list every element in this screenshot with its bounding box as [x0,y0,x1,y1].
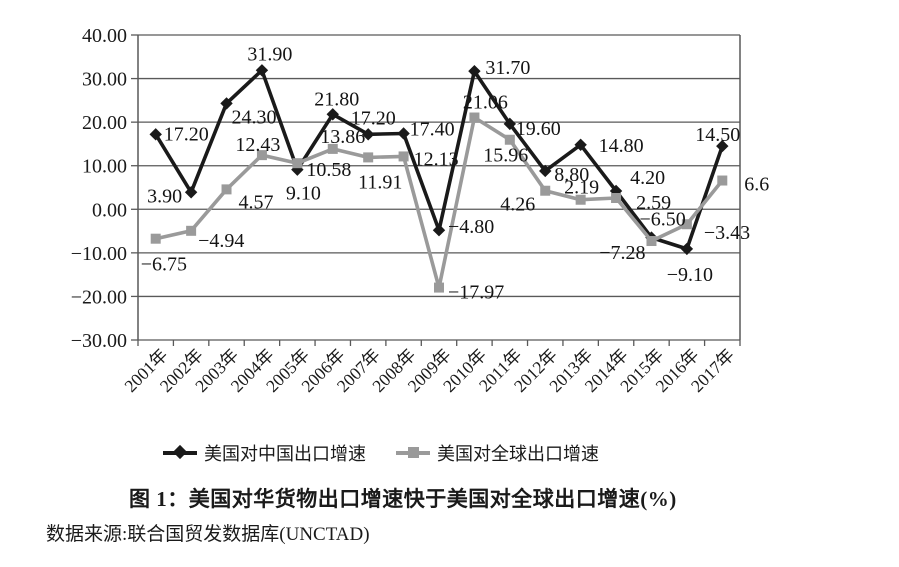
svg-text:2.59: 2.59 [636,192,671,214]
diamond-marker-icon [163,444,197,460]
legend-label-global: 美国对全球出口增速 [437,444,599,464]
svg-text:−6.50: −6.50 [640,209,686,231]
svg-text:10.00: 10.00 [82,156,127,178]
chart-legend: 美国对中国出口增速 美国对全球出口增速 [163,440,599,466]
svg-text:11.91: 11.91 [358,171,402,193]
svg-text:0.00: 0.00 [92,199,127,221]
svg-text:2.19: 2.19 [564,177,599,199]
svg-text:24.30: 24.30 [232,106,277,128]
svg-text:−6.75: −6.75 [141,254,187,276]
svg-text:20.00: 20.00 [82,112,127,134]
export-growth-line-chart: 40.00 30.00 20.00 10.00 0.00 −10.00 −20.00 −30.… [71,25,770,396]
legend-item-global-exports: 美国对全球出口增速 [396,440,599,466]
data-source-note: 数据来源:联合国贸发数据库(UNCTAD) [46,524,370,545]
svg-text:17.20: 17.20 [351,107,396,129]
svg-text:−30.00: −30.00 [71,330,127,352]
svg-text:10.58: 10.58 [306,159,351,181]
svg-text:4.20: 4.20 [630,167,665,189]
svg-text:12.13: 12.13 [414,148,459,170]
svg-text:−3.43: −3.43 [704,222,750,244]
legend-label-china: 美国对中国出口增速 [204,444,366,464]
svg-text:−7.28: −7.28 [599,242,645,264]
svg-text:30.00: 30.00 [82,69,127,91]
svg-text:−17.97: −17.97 [448,282,504,304]
svg-text:−4.94: −4.94 [198,230,244,252]
svg-text:17.40: 17.40 [410,119,455,141]
svg-text:9.10: 9.10 [286,183,321,205]
svg-text:14.80: 14.80 [599,135,644,157]
svg-text:13.86: 13.86 [320,126,365,148]
svg-text:19.60: 19.60 [516,118,561,140]
svg-text:4.57: 4.57 [239,191,274,213]
svg-text:12.43: 12.43 [235,134,280,156]
svg-text:−4.80: −4.80 [448,216,494,238]
svg-text:8.80: 8.80 [554,164,589,186]
svg-text:21.06: 21.06 [463,92,508,114]
svg-text:31.70: 31.70 [485,57,530,79]
svg-text:40.00: 40.00 [82,25,127,47]
svg-text:−20.00: −20.00 [71,286,127,308]
svg-text:31.90: 31.90 [247,43,292,65]
svg-text:15.96: 15.96 [483,145,528,167]
svg-text:14.50: 14.50 [695,124,740,146]
figure-caption: 图 1：美国对华货物出口增速快于美国对全球出口增速(%) [129,487,677,511]
svg-text:17.20: 17.20 [164,123,209,145]
svg-text:−9.10: −9.10 [667,264,713,286]
square-marker-icon [396,447,430,458]
svg-text:3.90: 3.90 [147,185,182,207]
legend-item-china-exports: 美国对中国出口增速 [163,440,366,466]
svg-text:21.80: 21.80 [314,88,359,110]
svg-text:4.26: 4.26 [500,194,535,216]
svg-text:6.6: 6.6 [744,174,769,196]
svg-text:−10.00: −10.00 [71,243,127,265]
